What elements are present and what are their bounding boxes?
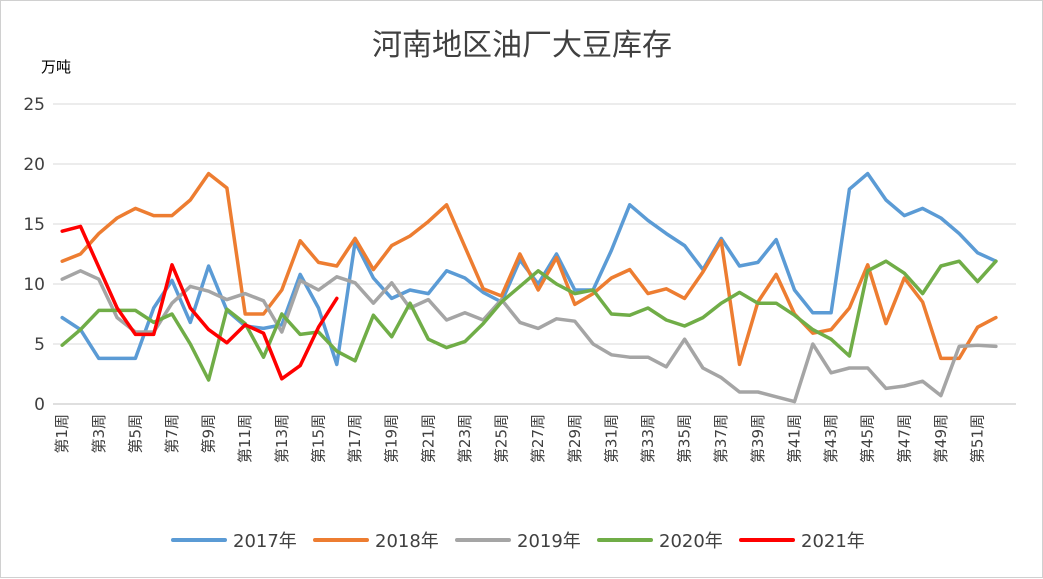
series-line-2021年 [60, 224, 339, 381]
legend-label: 2020年 [659, 531, 723, 552]
chart-title: 河南地区油厂大豆库存 [372, 28, 672, 63]
legend-label: 2019年 [517, 531, 581, 552]
x-tick-label: 第17周 [346, 414, 364, 463]
y-tick-label: 25 [23, 95, 45, 115]
x-tick-label: 第33周 [639, 414, 657, 463]
x-tick-label: 第39周 [749, 414, 767, 463]
series-line-2020年 [60, 259, 998, 382]
x-tick-label: 第37周 [712, 414, 730, 463]
x-tick-label: 第9周 [200, 414, 218, 454]
legend-label: 2017年 [233, 531, 297, 552]
legend-label: 2018年 [375, 531, 439, 552]
y-tick-label: 20 [23, 155, 45, 175]
x-tick-label: 第45周 [859, 414, 877, 463]
x-tick-label: 第27周 [529, 414, 547, 463]
x-tick-label: 第41周 [785, 414, 803, 463]
x-tick-label: 第47周 [895, 414, 913, 463]
y-tick-label: 15 [23, 215, 45, 235]
x-tick-label: 第23周 [456, 414, 474, 463]
series-line-2018年 [60, 171, 998, 367]
x-axis-ticks: 第1周 第3周 第5周 第7周 第9周 第11周 第13周 第15周 第17周 第19周 第21周 第… [53, 414, 986, 463]
x-tick-label: 第15周 [309, 414, 327, 463]
series-lines [60, 171, 998, 404]
x-tick-label: 第13周 [273, 414, 291, 463]
x-tick-label: 第29周 [566, 414, 584, 463]
x-tick-label: 第19周 [383, 414, 401, 463]
legend: 2017年 2018年 2019年 2020年 2021年 [171, 531, 865, 552]
x-tick-label: 第43周 [822, 414, 840, 463]
y-axis-ticks: 0 5 10 15 20 25 [23, 95, 45, 415]
legend-label: 2021年 [801, 531, 865, 552]
x-tick-label: 第1周 [53, 414, 71, 454]
x-tick-label: 第35周 [676, 414, 694, 463]
series-line-2019年 [60, 269, 998, 404]
y-tick-label: 10 [23, 275, 45, 295]
x-tick-label: 第31周 [602, 414, 620, 463]
x-tick-label: 第11周 [236, 414, 254, 463]
y-tick-label: 5 [34, 335, 45, 355]
x-tick-label: 第5周 [126, 414, 144, 454]
y-tick-label: 0 [34, 395, 45, 415]
x-tick-label: 第51周 [969, 414, 987, 463]
y-axis-unit-label: 万吨 [41, 58, 71, 76]
x-tick-label: 第3周 [90, 414, 108, 454]
x-tick-label: 第25周 [493, 414, 511, 463]
x-tick-label: 第21周 [419, 414, 437, 463]
x-tick-label: 第7周 [163, 414, 181, 454]
x-tick-label: 第49周 [932, 414, 950, 463]
